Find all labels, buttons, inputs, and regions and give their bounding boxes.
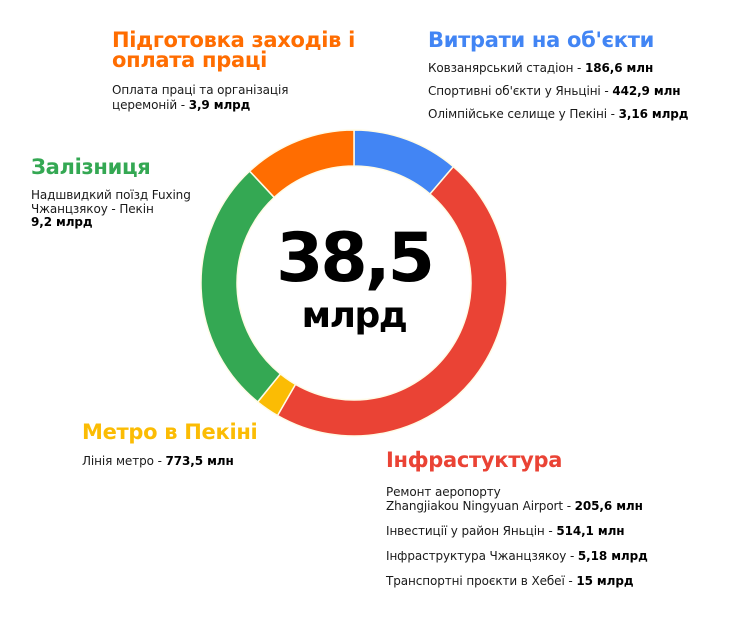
legend-heading: Метро в Пекіні [82,420,258,444]
donut-segment [276,165,508,437]
separator: - [606,107,619,121]
item-label: церемоній [112,98,178,112]
separator: - [564,574,577,588]
legend-item: Інвестиції у район Яньцін - 514,1 млн [386,524,648,538]
donut-segment [248,129,355,199]
separator: - [544,524,557,538]
legend-item: Ковзанярський стадіон - 186,6 млн [428,61,688,76]
item-label: Олімпійське селище у Пекіні [428,107,607,121]
center-total-value: 38,5 [276,219,435,298]
legend-objects: Витрати на об'єкти Ковзанярський стадіон… [428,30,688,130]
legend-metro: Метро в Пекіні Лінія метро - 773,5 млн [82,420,258,469]
separator: - [563,499,575,513]
item-label: Zhangjiakou Ningyuan Airport [386,499,563,513]
heading-line: Підготовка заходів і [112,28,356,52]
item-value: 186,6 млн [585,61,654,75]
item-value: 3,16 млрд [618,107,689,121]
legend-infrastructure: Інфрастуктура Ремонт аеропорту Zhangjiak… [386,450,648,599]
item-value: 3,9 млрд [188,98,251,112]
legend-item: Оплата праці та організація церемоній - … [112,83,355,113]
item-value: 15 млрд [576,574,634,588]
legend-item: Спортивні об'єкти у Яньціні - 442,9 млн [428,84,688,99]
legend-item: Транспортні проєкти в Хебеї - 15 млрд [386,574,648,588]
item-value: 773,5 млн [165,454,234,468]
legend-heading: Інфрастуктура [386,448,563,472]
separator: - [573,61,586,75]
legend-prep-and-salaries: Підготовка заходів і оплата праці Оплата… [112,30,355,113]
item-value: 9,2 млрд [31,215,93,229]
legend-item: Олімпійське селище у Пекіні - 3,16 млрд [428,107,688,122]
item-value: 514,1 млн [556,524,625,538]
item-label: Чжанцзякоу - Пекін [31,201,154,216]
legend-item: Ремонт аеропорту Zhangjiakou Ningyuan Ai… [386,485,648,513]
item-label: Транспортні проєкти в Хебеї [386,574,565,588]
legend-railway: Залізниця Надшвидкий поїзд Fuxing Чжанцз… [31,157,191,230]
item-label: Спортивні об'єкти у Яньціні [428,84,601,98]
item-label: Інвестиції у район Яньцін [386,524,545,538]
separator: - [153,454,166,468]
item-value: 5,18 млрд [577,549,648,563]
item-label: Лінія метро [82,454,154,468]
item-value: 442,9 млн [612,84,681,98]
legend-heading: Витрати на об'єкти [428,28,654,52]
separator: - [600,84,613,98]
heading-line: оплата праці [112,48,268,72]
legend-item: Інфраструктура Чжанцзякоу - 5,18 млрд [386,549,648,563]
item-value: 205,6 млн [574,499,643,513]
legend-heading: Залізниця [31,155,151,179]
item-label: Ремонт аеропорту [386,485,501,499]
center-total-unit: млрд [301,295,408,336]
item-label: Інфраструктура Чжанцзякоу [386,549,567,563]
legend-heading: Підготовка заходів і оплата праці [112,28,356,72]
legend-item: Лінія метро - 773,5 млн [82,454,257,469]
separator: - [177,98,189,112]
item-label: Надшвидкий поїзд Fuxing [31,188,191,202]
item-label: Оплата праці та організація [112,83,289,97]
item-label: Ковзанярський стадіон [428,61,574,75]
legend-item: Надшвидкий поїзд Fuxing Чжанцзякоу - Пек… [31,188,191,230]
separator: - [566,549,578,563]
